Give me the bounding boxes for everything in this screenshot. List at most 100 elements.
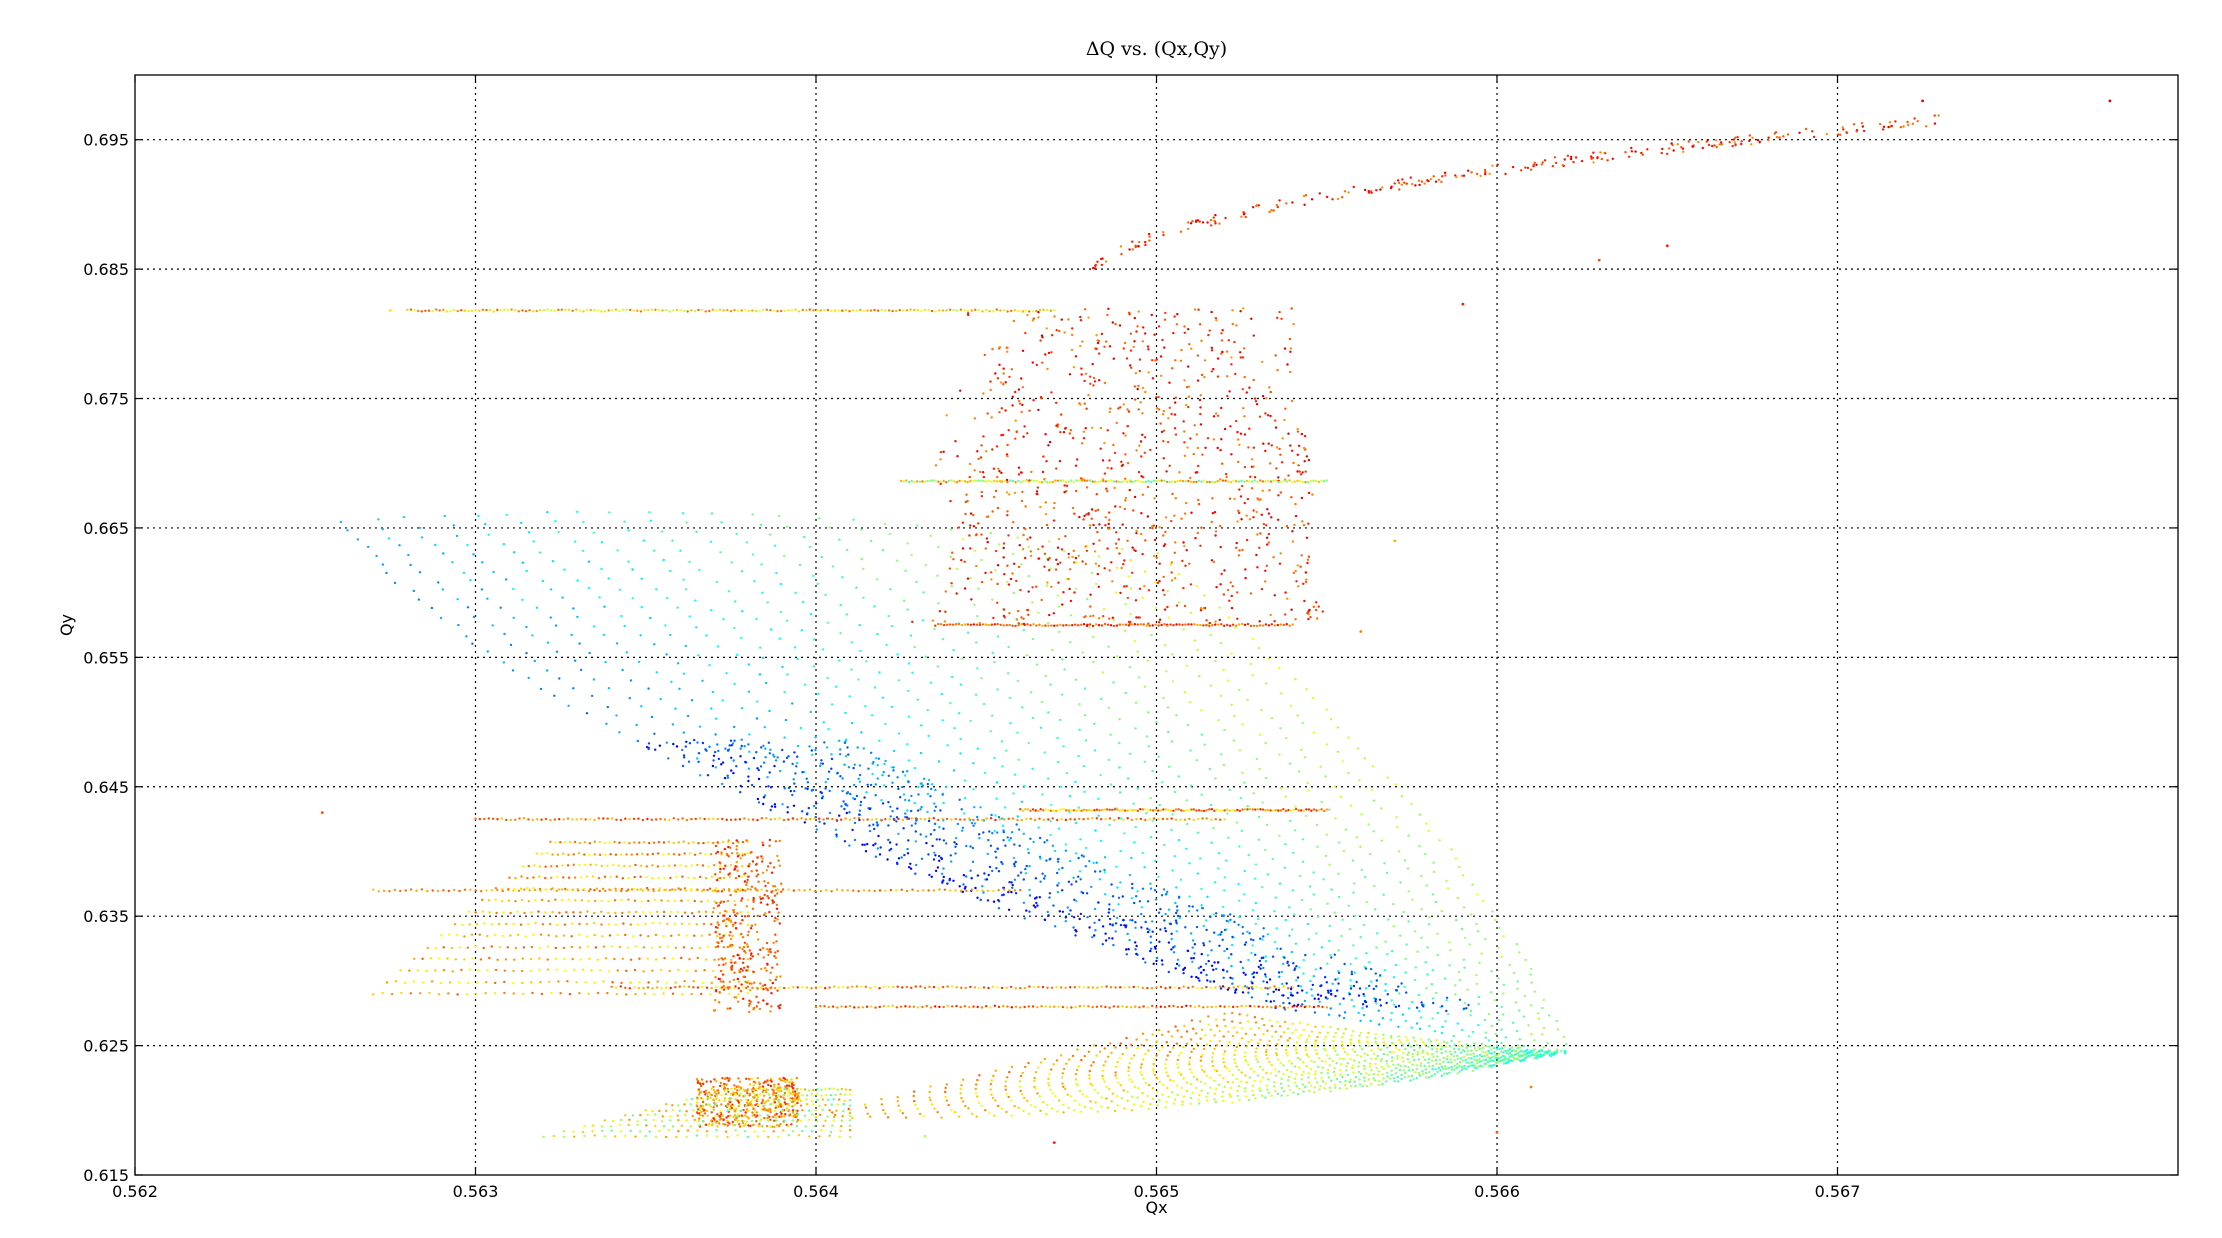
data-point (1136, 325, 1139, 328)
data-point (1028, 910, 1031, 913)
data-point (871, 772, 874, 776)
data-point (1032, 399, 1035, 402)
data-point (1523, 994, 1527, 998)
data-point (927, 778, 931, 782)
data-point (1251, 944, 1254, 947)
data-point (1312, 605, 1316, 608)
data-point (1429, 1040, 1433, 1043)
data-point (1277, 1038, 1280, 1042)
data-point (859, 800, 863, 804)
data-point (1005, 1110, 1008, 1114)
data-point (1199, 544, 1202, 547)
data-point (550, 309, 553, 312)
data-point (941, 792, 945, 796)
data-point (1266, 1044, 1269, 1047)
data-point (1173, 315, 1176, 318)
data-point (1056, 884, 1059, 887)
data-point (1017, 828, 1021, 831)
data-point (1192, 956, 1195, 960)
data-point (1302, 524, 1306, 527)
data-point (1222, 1077, 1225, 1080)
data-point (1386, 1071, 1389, 1075)
data-point (986, 412, 989, 415)
data-point (1258, 415, 1262, 418)
data-point (794, 308, 797, 311)
data-point (827, 770, 831, 773)
data-point (1358, 1083, 1362, 1086)
data-point (1166, 624, 1169, 627)
data-point (1141, 552, 1144, 556)
data-point (1096, 1091, 1100, 1095)
data-point (1314, 1048, 1317, 1052)
data-point (1176, 958, 1180, 961)
data-point (1199, 1080, 1203, 1084)
data-point (1458, 1064, 1461, 1068)
data-point (951, 623, 955, 626)
data-point (1471, 1069, 1475, 1072)
data-point (1054, 479, 1057, 482)
data-point (909, 634, 913, 637)
data-point (1197, 967, 1201, 970)
data-point (937, 818, 940, 822)
data-point (980, 444, 983, 447)
data-point (1133, 640, 1137, 643)
data-point (720, 521, 723, 524)
data-point (1020, 623, 1023, 626)
data-point (917, 785, 920, 789)
data-point (1177, 1054, 1181, 1057)
data-point (1260, 513, 1264, 516)
data-point (1475, 982, 1479, 985)
data-point (1048, 481, 1052, 484)
data-point (1386, 1075, 1389, 1078)
data-point (1075, 561, 1078, 564)
data-point (1384, 940, 1387, 943)
data-point (1156, 407, 1159, 410)
data-point (1338, 841, 1341, 844)
data-point (1169, 809, 1173, 812)
data-point (819, 309, 822, 312)
data-point (1060, 808, 1063, 811)
data-point (1133, 495, 1137, 499)
data-point (941, 817, 944, 821)
data-point (1241, 356, 1245, 359)
data-point (1410, 1045, 1413, 1048)
data-point (1197, 817, 1200, 821)
data-point (989, 1082, 993, 1086)
data-point (1258, 959, 1262, 963)
data-point (899, 796, 902, 799)
data-point (1282, 994, 1285, 997)
data-point (1037, 826, 1040, 829)
data-point (1169, 623, 1172, 626)
data-point (869, 309, 873, 312)
data-point (1353, 914, 1357, 918)
data-point (1261, 886, 1264, 889)
data-point (1495, 1054, 1499, 1057)
data-point (514, 818, 517, 821)
data-point (1079, 1110, 1083, 1113)
data-point (883, 762, 886, 766)
data-point (1139, 440, 1143, 443)
data-point (1156, 1090, 1159, 1094)
data-point (843, 763, 846, 766)
data-point (1183, 325, 1186, 328)
data-point (1281, 982, 1284, 986)
data-point (1483, 1062, 1486, 1066)
data-point (1170, 579, 1174, 582)
data-point (1277, 494, 1280, 497)
data-point (996, 688, 999, 691)
data-point (1435, 991, 1438, 995)
data-point (978, 1074, 981, 1077)
data-point (1091, 817, 1094, 820)
data-point (1486, 1060, 1490, 1063)
data-point (1171, 367, 1174, 370)
data-point (1170, 561, 1174, 564)
data-point (973, 822, 977, 825)
data-point (859, 308, 862, 312)
data-points (320, 99, 2112, 1144)
data-point (1214, 623, 1217, 626)
data-point (1052, 904, 1055, 907)
data-point (1277, 971, 1281, 974)
data-point (1132, 509, 1135, 512)
data-point (1347, 736, 1350, 739)
data-point (1163, 543, 1167, 546)
